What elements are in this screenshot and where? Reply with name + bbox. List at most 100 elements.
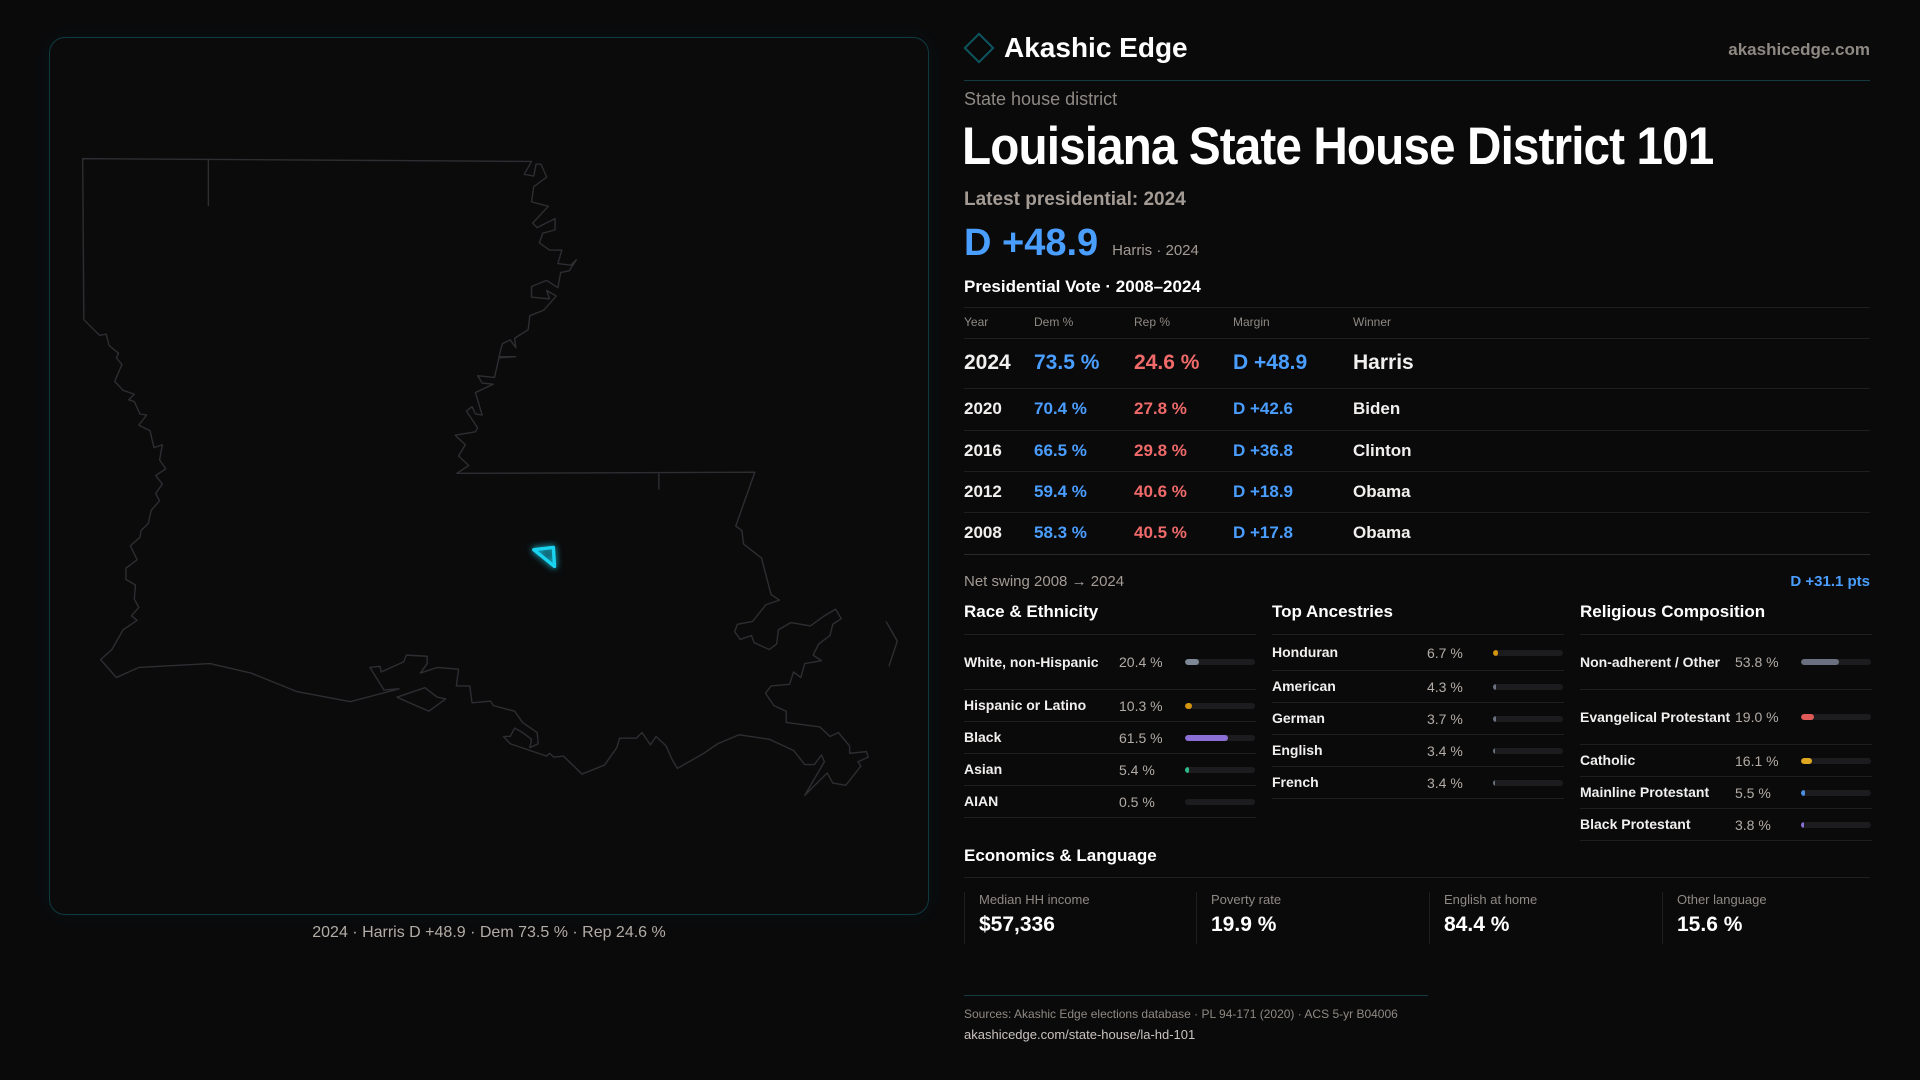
percent-bar-fill — [1801, 821, 1804, 828]
net-swing-value: D +31.1 pts — [1790, 573, 1870, 590]
louisiana-map[interactable] — [50, 38, 930, 916]
percent-bar — [1493, 747, 1563, 754]
item-label: American — [1272, 678, 1336, 694]
margin-cell: D +48.9 — [1233, 351, 1308, 374]
percent-bar — [1493, 779, 1563, 786]
divider — [964, 430, 1870, 431]
margin-cell: D +17.8 — [1233, 523, 1294, 542]
sources-text: Sources: Akashic Edge elections database… — [964, 1007, 1398, 1021]
item-percent: 61.5 % — [1119, 729, 1163, 746]
page-title: Louisiana State House District 101 — [962, 117, 1714, 176]
margin-cell: D +18.9 — [1233, 481, 1294, 501]
percent-bar — [1801, 714, 1871, 720]
winner-cell: Clinton — [1353, 440, 1412, 460]
econ-card-english: English at home 84.4 % — [1429, 892, 1649, 944]
item-label: French — [1272, 774, 1319, 790]
percent-bar-fill — [1801, 757, 1813, 764]
list-item: American 4.3 % — [1272, 671, 1564, 703]
map-caption: 2024 · Harris D +48.9 · Dem 73.5 % · Rep… — [312, 924, 666, 941]
header-rep: Rep % — [1134, 315, 1171, 329]
state-outline — [81, 157, 869, 797]
item-percent: 6.7 % — [1427, 644, 1463, 661]
divider — [964, 554, 1870, 555]
latest-sub: Harris · 2024 — [1112, 242, 1199, 259]
percent-bar-fill — [1185, 659, 1200, 665]
divider — [964, 512, 1870, 513]
header-divider — [964, 80, 1870, 81]
item-label: English — [1272, 742, 1323, 758]
dem-cell: 73.5 % — [1034, 351, 1100, 374]
item-label: Catholic — [1580, 752, 1636, 768]
item-label: Black Protestant — [1580, 816, 1691, 832]
page-url-link[interactable]: akashicedge.com/state-house/la-hd-101 — [964, 1027, 1196, 1042]
header-year: Year — [964, 315, 989, 329]
item-label: Black — [964, 729, 1002, 745]
footer-divider — [964, 995, 1428, 996]
econ-card-other-language: Other language 15.6 % — [1662, 892, 1882, 944]
diamond-logo-icon — [963, 32, 995, 64]
winner-cell: Obama — [1353, 523, 1411, 542]
latest-margin: D +48.9 — [964, 222, 1099, 264]
table-header: Year Dem % Rep % Margin Winner — [964, 312, 1870, 332]
header-winner: Winner — [1353, 315, 1392, 329]
card-value: 19.9 % — [1211, 913, 1277, 936]
percent-bar-fill — [1185, 766, 1189, 773]
list-item: Hispanic or Latino 10.3 % — [964, 690, 1256, 722]
percent-bar-fill — [1493, 649, 1498, 656]
dem-cell: 66.5 % — [1034, 440, 1087, 460]
card-value: $57,336 — [979, 913, 1055, 936]
percent-bar-fill — [1801, 659, 1839, 665]
percent-bar-fill — [1493, 779, 1496, 786]
site-link[interactable]: akashicedge.com — [1728, 40, 1870, 59]
list-item: Mainline Protestant 5.5 % — [1580, 777, 1872, 809]
econ-card-poverty: Poverty rate 19.9 % — [1196, 892, 1416, 944]
margin-cell: D +36.8 — [1233, 440, 1294, 460]
card-label: English at home — [1444, 892, 1538, 907]
percent-bar-fill — [1493, 747, 1496, 754]
percent-bar — [1185, 798, 1255, 805]
item-label: AIAN — [964, 793, 999, 809]
dem-cell: 58.3 % — [1034, 523, 1087, 542]
card-label: Poverty rate — [1211, 892, 1282, 907]
list-item: Evangelical Protestant 19.0 % — [1580, 690, 1872, 745]
percent-bar — [1801, 757, 1871, 764]
percent-bar — [1185, 734, 1255, 741]
percent-bar-fill — [1185, 702, 1193, 709]
item-percent: 20.4 % — [1119, 654, 1163, 670]
item-label: Asian — [964, 761, 1003, 777]
divider — [964, 388, 1870, 389]
section-title: Race & Ethnicity — [964, 602, 1099, 621]
latest-label: Latest presidential: 2024 — [964, 189, 1186, 210]
list-item: Black Protestant 3.8 % — [1580, 809, 1872, 841]
header-margin: Margin — [1233, 315, 1270, 329]
card-value: 15.6 % — [1677, 913, 1743, 936]
percent-bar — [1185, 659, 1255, 665]
economics-title: Economics & Language — [964, 846, 1157, 865]
item-percent: 0.5 % — [1119, 793, 1155, 810]
year-cell: 2016 — [964, 440, 1002, 460]
table-row: 2024 73.5 % 24.6 % D +48.9 Harris — [964, 338, 1870, 388]
item-percent: 19.0 % — [1735, 709, 1779, 725]
item-percent: 5.4 % — [1119, 761, 1155, 778]
percent-bar — [1185, 702, 1255, 709]
item-label: Honduran — [1272, 644, 1339, 660]
card-label: Other language — [1677, 892, 1767, 907]
brand[interactable]: Akashic Edge — [963, 32, 1188, 64]
item-percent: 3.7 % — [1427, 710, 1463, 727]
rep-cell: 40.6 % — [1134, 481, 1187, 501]
item-percent: 3.8 % — [1735, 816, 1771, 833]
percent-bar-fill — [1801, 789, 1805, 796]
year-cell: 2024 — [964, 351, 1011, 374]
presidential-table-title: Presidential Vote · 2008–2024 — [964, 277, 1201, 296]
net-swing-label: Net swing 2008 → 2024 — [964, 573, 1125, 590]
district-highlight[interactable] — [532, 545, 557, 569]
winner-cell: Obama — [1353, 481, 1411, 501]
item-percent: 53.8 % — [1735, 654, 1779, 670]
item-percent: 4.3 % — [1427, 678, 1463, 695]
year-cell: 2012 — [964, 481, 1002, 501]
rep-cell: 27.8 % — [1134, 399, 1187, 418]
percent-bar — [1801, 659, 1871, 665]
econ-card-income: Median HH income $57,336 — [964, 892, 1184, 944]
map-panel[interactable] — [49, 37, 929, 915]
year-cell: 2008 — [964, 523, 1002, 542]
